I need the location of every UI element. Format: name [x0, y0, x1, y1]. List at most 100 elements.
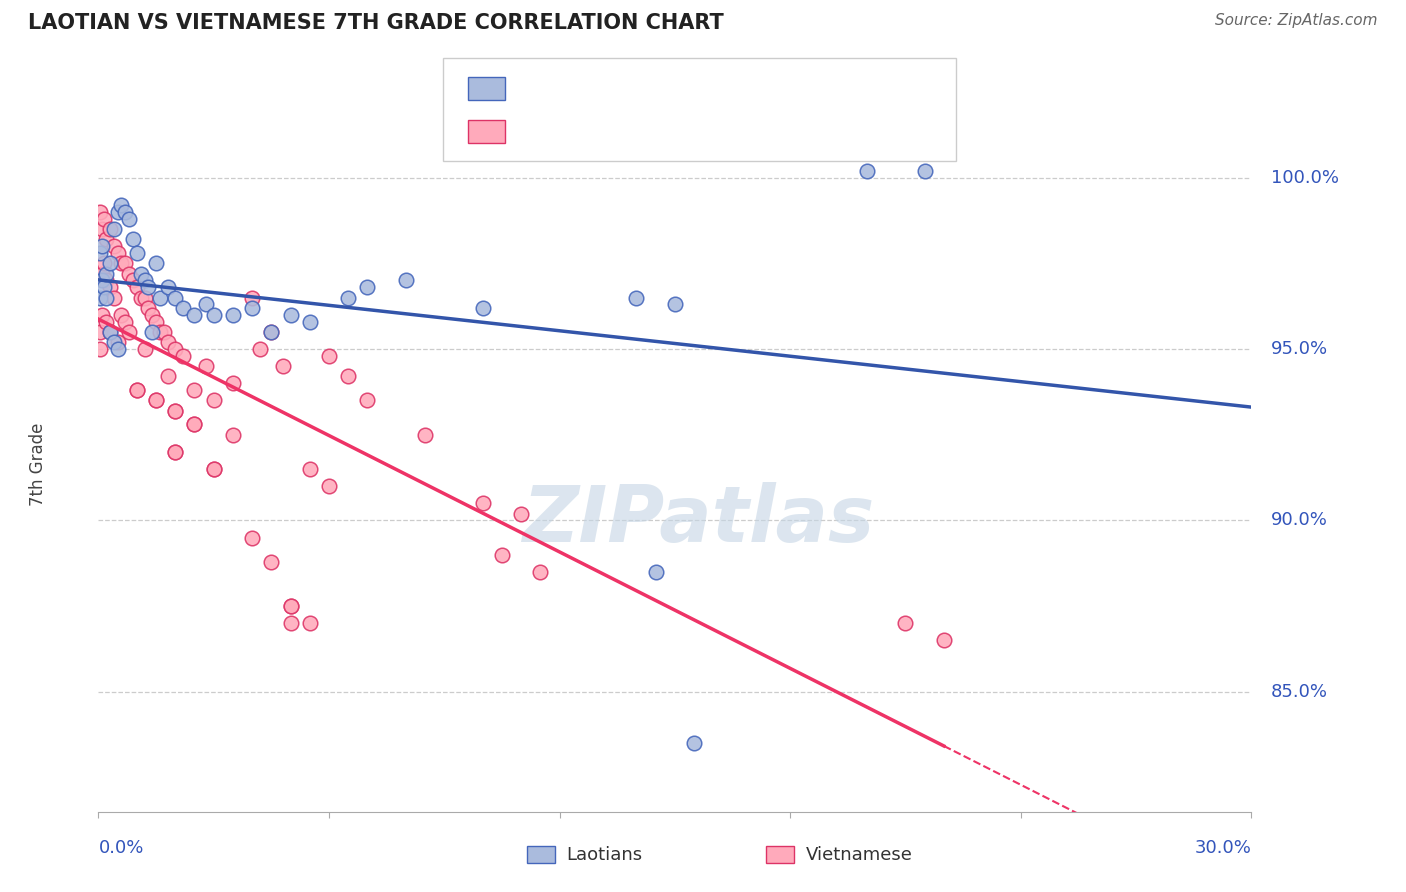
- Point: [165, 291, 187, 305]
- Point: [318, 349, 340, 363]
- Point: [134, 273, 156, 287]
- Point: [195, 359, 218, 373]
- Point: [122, 232, 145, 246]
- Point: [260, 325, 283, 339]
- Point: [260, 325, 283, 339]
- Point: [471, 496, 494, 510]
- Point: [98, 280, 121, 294]
- Point: [91, 222, 114, 236]
- Point: [103, 335, 125, 350]
- Point: [145, 393, 167, 408]
- Point: [145, 393, 167, 408]
- Text: 45: 45: [685, 79, 710, 98]
- Point: [222, 308, 245, 322]
- Point: [165, 445, 187, 459]
- Text: Vietnamese: Vietnamese: [806, 846, 912, 863]
- Text: Source: ZipAtlas.com: Source: ZipAtlas.com: [1215, 13, 1378, 29]
- Point: [395, 273, 418, 287]
- Point: [89, 291, 111, 305]
- Point: [183, 417, 205, 432]
- Point: [202, 462, 225, 476]
- Point: [93, 211, 115, 226]
- Point: [125, 246, 148, 260]
- Point: [94, 267, 117, 281]
- Point: [172, 301, 194, 315]
- Point: [529, 565, 551, 579]
- Point: [129, 267, 152, 281]
- Point: [183, 308, 205, 322]
- Point: [280, 616, 302, 631]
- Point: [280, 308, 302, 322]
- Point: [260, 555, 283, 569]
- Point: [165, 445, 187, 459]
- Text: R =: R =: [519, 123, 558, 141]
- Point: [664, 297, 686, 311]
- Point: [107, 335, 129, 350]
- Point: [318, 479, 340, 493]
- Point: [240, 531, 263, 545]
- Point: [122, 273, 145, 287]
- Point: [98, 325, 121, 339]
- Point: [125, 280, 148, 294]
- Text: 0.129: 0.129: [565, 79, 621, 98]
- Point: [280, 599, 302, 613]
- Point: [98, 325, 121, 339]
- Text: 30.0%: 30.0%: [1195, 839, 1251, 857]
- Point: [894, 616, 917, 631]
- Text: 100.0%: 100.0%: [1271, 169, 1339, 186]
- Point: [91, 273, 114, 287]
- Point: [240, 291, 263, 305]
- Point: [165, 403, 187, 417]
- Point: [114, 315, 136, 329]
- Text: ZIPatlas: ZIPatlas: [522, 482, 875, 558]
- Text: -0.352: -0.352: [565, 123, 630, 141]
- Point: [172, 349, 194, 363]
- Point: [94, 315, 117, 329]
- Point: [94, 291, 117, 305]
- Point: [98, 256, 121, 270]
- Point: [202, 462, 225, 476]
- Point: [152, 325, 174, 339]
- Point: [156, 369, 179, 384]
- Point: [280, 599, 302, 613]
- Point: [91, 239, 114, 253]
- Point: [89, 325, 111, 339]
- Point: [114, 205, 136, 219]
- Text: 85.0%: 85.0%: [1271, 682, 1327, 701]
- Point: [110, 308, 132, 322]
- Text: N =: N =: [634, 79, 673, 98]
- Text: 0.0%: 0.0%: [98, 839, 143, 857]
- Point: [110, 256, 132, 270]
- Text: 77: 77: [696, 123, 721, 141]
- Point: [98, 222, 121, 236]
- Point: [298, 462, 321, 476]
- Point: [134, 291, 156, 305]
- Point: [145, 315, 167, 329]
- Point: [298, 315, 321, 329]
- Point: [626, 291, 648, 305]
- Point: [91, 308, 114, 322]
- Point: [471, 301, 494, 315]
- Point: [491, 548, 513, 562]
- Point: [202, 308, 225, 322]
- Text: 7th Grade: 7th Grade: [30, 422, 48, 506]
- Point: [103, 291, 125, 305]
- Text: Laotians: Laotians: [567, 846, 643, 863]
- Point: [107, 205, 129, 219]
- Point: [222, 427, 245, 442]
- Point: [103, 239, 125, 253]
- Point: [93, 256, 115, 270]
- Point: [413, 427, 436, 442]
- Point: [118, 211, 141, 226]
- Text: R =: R =: [519, 79, 558, 98]
- Point: [125, 383, 148, 397]
- Point: [932, 633, 955, 648]
- Point: [94, 232, 117, 246]
- Text: 95.0%: 95.0%: [1271, 340, 1327, 358]
- Point: [138, 280, 160, 294]
- Point: [156, 335, 179, 350]
- Point: [141, 325, 163, 339]
- Point: [165, 403, 187, 417]
- Point: [91, 267, 114, 281]
- Point: [114, 256, 136, 270]
